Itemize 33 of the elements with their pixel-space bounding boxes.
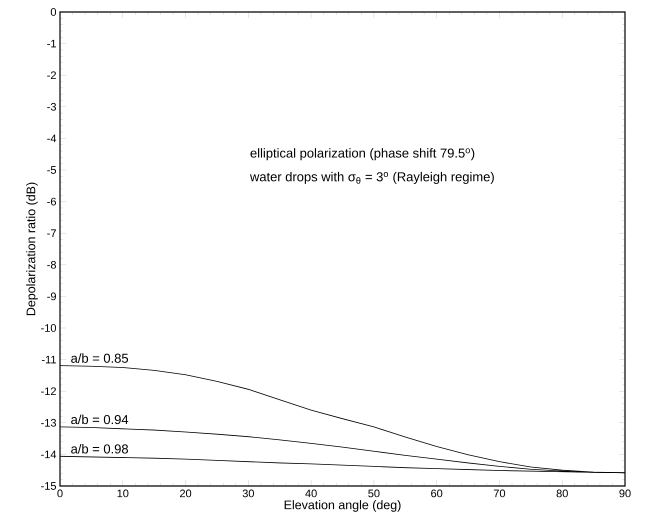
y-tick-label: -15 — [41, 482, 56, 490]
series-label: a/b = 0.98 — [71, 444, 128, 454]
x-tick-label: 30 — [242, 490, 254, 498]
y-tick-label: -11 — [42, 356, 56, 364]
y-tick-label: -3 — [47, 102, 56, 111]
y-tick-label: -1 — [47, 40, 56, 48]
y-tick-label: 0 — [50, 8, 56, 16]
x-tick-label: 80 — [556, 490, 568, 498]
y-tick-label: -6 — [47, 198, 56, 206]
y-tick-label: -8 — [47, 260, 56, 269]
y-tick-label: -14 — [41, 450, 56, 458]
y-tick-label: -10 — [41, 324, 56, 332]
x-tick-label: 0 — [57, 490, 63, 498]
y-tick-label: -2 — [47, 71, 56, 80]
x-tick-label: 90 — [619, 490, 631, 498]
x-tick-label: 20 — [180, 490, 192, 498]
y-tick-label: -12 — [41, 387, 56, 396]
annotation: elliptical polarization (phase shift 79.5$^{o}$) — [250, 148, 474, 160]
x-axis-title: Elevation angle (deg) — [284, 500, 401, 512]
x-tick-label: 10 — [118, 490, 128, 498]
y-axis-title: Depolarization ratio (dB) — [26, 182, 38, 316]
x-tick-label: 70 — [494, 490, 506, 498]
annotation: water drops with σ$_{θ}$ = 3$^{o}$ (Rayleigh regime) — [250, 172, 494, 184]
series-label: a/b = 0.85 — [71, 353, 128, 363]
y-tick-label: -4 — [47, 134, 56, 142]
x-tick-label: 60 — [431, 490, 442, 498]
y-tick-label: -5 — [47, 166, 56, 174]
y-tick-label: -7 — [47, 229, 56, 237]
y-tick-label: -13 — [41, 418, 56, 427]
y-tick-label: -9 — [47, 292, 56, 300]
x-tick-label: 50 — [368, 490, 380, 498]
series-label: a/b = 0.94 — [71, 414, 128, 424]
x-tick-label: 40 — [305, 490, 317, 498]
